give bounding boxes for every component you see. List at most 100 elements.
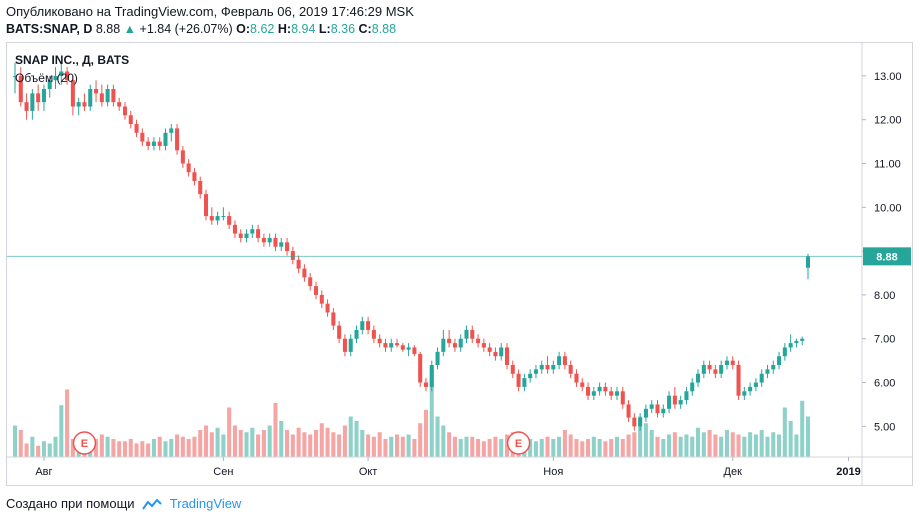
candle-body [221, 216, 226, 218]
candlestick-chart[interactable]: 13.0012.0011.0010.009.008.007.006.005.00… [7, 43, 912, 485]
candle-body [782, 347, 787, 357]
volume-bar [649, 430, 654, 457]
volume-bar [782, 407, 787, 457]
volume-bar [296, 427, 301, 457]
y-tick-label: 12.00 [874, 115, 902, 127]
candle-body [256, 229, 261, 238]
volume-layer [12, 369, 811, 457]
volume-bar [256, 434, 261, 457]
candle-body [742, 391, 747, 396]
volume-bar [418, 423, 423, 457]
close-value: 8.88 [371, 22, 397, 36]
candle-body [337, 325, 342, 339]
volume-bar [371, 436, 376, 457]
candle-body [690, 382, 695, 392]
volume-bar [805, 416, 811, 457]
candle-body [516, 373, 521, 387]
candle-body [308, 277, 313, 287]
volume-bar [690, 436, 695, 457]
volume-bar [30, 436, 35, 457]
candle-body [140, 132, 145, 142]
candle-body [586, 386, 591, 396]
candle-body [667, 395, 672, 409]
axis-layer: 13.0012.0011.0010.009.008.007.006.005.00… [7, 43, 912, 485]
volume-bar [290, 434, 295, 457]
volume-bar [609, 439, 614, 457]
tradingview-link[interactable]: TradingView [169, 496, 242, 511]
x-tick-label: Ноя [543, 466, 563, 478]
candle-body [383, 343, 388, 348]
candle-body [47, 80, 52, 89]
volume-bar [117, 441, 122, 457]
volume-bar [377, 432, 382, 457]
candle-body [122, 106, 128, 116]
candle-body [76, 102, 81, 107]
candle-body [557, 356, 562, 365]
candle-body [267, 237, 272, 243]
candle-body [203, 194, 209, 217]
volume-bar [719, 436, 724, 457]
volume-bar [777, 434, 782, 457]
volume-bar [591, 436, 596, 457]
volume-bar [452, 436, 457, 457]
candle-body [65, 71, 70, 81]
volume-bar [279, 421, 284, 457]
candle-body [614, 391, 620, 396]
volume-bar [678, 436, 683, 457]
candle-body [423, 382, 428, 387]
candle-body [180, 150, 185, 164]
candle-body [597, 386, 602, 392]
volume-bar [198, 430, 203, 457]
x-tick-label: Окт [359, 466, 378, 478]
candle-body [539, 365, 544, 370]
volume-bar [180, 436, 185, 457]
candle-body [395, 343, 400, 346]
candle-body [458, 338, 463, 348]
volume-bar [157, 436, 162, 457]
earnings-marker-label: E [81, 438, 88, 450]
candle-body [209, 216, 214, 221]
volume-bar [620, 439, 625, 457]
volume-bar [308, 434, 313, 457]
volume-bar [753, 434, 758, 457]
y-tick-label: 13.00 [874, 71, 902, 83]
candle-body [244, 233, 249, 238]
candle-body [701, 365, 706, 374]
volume-bar [18, 430, 23, 457]
candle-body [88, 89, 93, 107]
volume-bar [24, 443, 29, 457]
volume-bar [545, 436, 550, 457]
volume-bar [192, 436, 197, 457]
candle-body [53, 75, 58, 81]
candle-body [672, 395, 677, 405]
open-label: O: [236, 22, 251, 36]
tradingview-logo-icon[interactable] [142, 496, 166, 511]
volume-bar [366, 434, 371, 457]
symbol: BATS:SNAP, D [6, 22, 93, 36]
volume-bar [221, 434, 226, 457]
volume-bar [383, 439, 388, 457]
volume-bar [765, 436, 770, 457]
volume-bar [655, 436, 660, 457]
candle-layer [12, 62, 811, 431]
candle-body [18, 75, 23, 103]
candle-body [777, 356, 782, 365]
chart-frame[interactable]: 13.0012.0011.0010.009.008.007.006.005.00… [6, 42, 913, 486]
candle-body [707, 365, 712, 370]
candle-body [94, 89, 99, 94]
volume-bar [348, 416, 353, 457]
volume-bar [302, 432, 307, 457]
volume-bar [788, 421, 793, 457]
volume-bar [232, 425, 237, 457]
candle-body [736, 365, 741, 396]
candle-body [719, 365, 724, 374]
candle-body [429, 365, 434, 387]
volume-bar [597, 439, 602, 457]
x-tick-label: 2019 [836, 466, 860, 478]
candle-body [551, 365, 556, 370]
volume-bar [238, 430, 243, 457]
candle-body [684, 391, 689, 401]
candle-body [238, 233, 243, 238]
candle-body [493, 351, 498, 357]
volume-bar [713, 434, 718, 457]
